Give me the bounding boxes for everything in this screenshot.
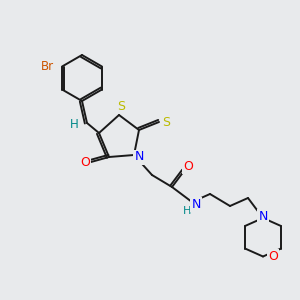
- Text: N: N: [134, 151, 144, 164]
- Text: O: O: [268, 250, 278, 263]
- Text: N: N: [191, 197, 201, 211]
- Text: Br: Br: [41, 60, 54, 73]
- Text: O: O: [183, 160, 193, 172]
- Text: O: O: [80, 155, 90, 169]
- Text: H: H: [183, 206, 191, 216]
- Text: S: S: [117, 100, 125, 112]
- Text: S: S: [162, 116, 170, 128]
- Text: N: N: [258, 209, 268, 223]
- Text: H: H: [70, 118, 78, 131]
